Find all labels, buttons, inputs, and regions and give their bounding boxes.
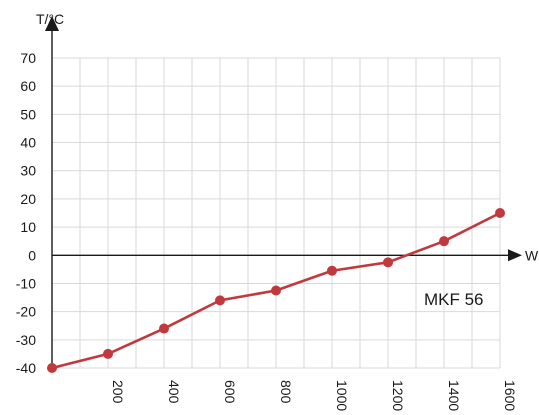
x-tick-label: 600 — [222, 380, 238, 404]
data-point — [271, 285, 281, 296]
grid — [51, 57, 501, 369]
y-tick-label: -10 — [16, 275, 36, 291]
y-tick-label: 10 — [20, 219, 36, 235]
y-axis-arrow — [45, 16, 59, 31]
data-point — [495, 208, 505, 218]
y-axis-title: T/°C — [36, 11, 64, 27]
y-tick-label: 60 — [20, 78, 36, 94]
data-point — [159, 323, 169, 334]
x-tick-label: 400 — [166, 380, 182, 404]
y-tick-label: 70 — [20, 50, 36, 66]
data-point — [103, 348, 113, 359]
x-axis-arrow — [508, 249, 522, 262]
y-tick-label: -20 — [16, 304, 36, 320]
data-point — [47, 363, 57, 373]
data-point — [215, 295, 225, 306]
y-tick-label: -30 — [16, 332, 36, 348]
x-axis-title: W — [525, 247, 539, 263]
x-tick-label: 800 — [278, 380, 294, 404]
x-tick-label: 1400 — [446, 380, 462, 411]
x-tick-label: 1200 — [390, 380, 406, 411]
y-tick-label: 30 — [20, 163, 36, 179]
y-tick-label: 50 — [20, 106, 36, 122]
axes: W T/°C — [36, 11, 539, 368]
y-tick-label: 20 — [20, 191, 36, 207]
x-tick-label: 200 — [110, 380, 126, 404]
x-tick-label: 1000 — [334, 380, 350, 411]
y-tick-label: 0 — [28, 247, 36, 263]
x-tick-label: 1600 — [502, 380, 518, 411]
data-point — [327, 265, 337, 276]
y-tick-label: -40 — [16, 360, 36, 376]
data-point — [439, 236, 449, 247]
data-point — [383, 257, 393, 268]
series — [47, 208, 505, 373]
y-tick-label: 40 — [20, 135, 36, 151]
chart-annotation: MKF 56 — [424, 290, 484, 309]
tick-labels: -40 -30 -20 -10 0 10 20 30 40 50 60 70 200 400 600 800 1… — [16, 50, 518, 411]
